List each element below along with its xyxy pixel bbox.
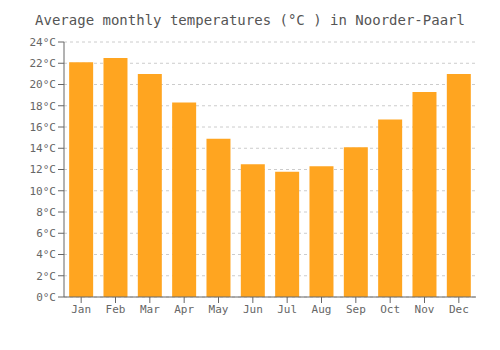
svg-text:0°C: 0°C <box>36 291 56 304</box>
svg-text:18°C: 18°C <box>30 100 57 113</box>
svg-text:20°C: 20°C <box>30 78 57 91</box>
svg-text:8°C: 8°C <box>36 206 56 219</box>
svg-text:Jun: Jun <box>243 303 263 316</box>
svg-text:Aug: Aug <box>312 303 332 316</box>
svg-text:24°C: 24°C <box>30 36 57 49</box>
svg-text:Oct: Oct <box>380 303 400 316</box>
svg-text:Sep: Sep <box>346 303 366 316</box>
svg-text:Apr: Apr <box>174 303 194 316</box>
svg-text:Mar: Mar <box>140 303 160 316</box>
svg-text:Feb: Feb <box>106 303 126 316</box>
svg-text:22°C: 22°C <box>30 57 57 70</box>
svg-text:May: May <box>209 303 229 316</box>
svg-text:14°C: 14°C <box>30 142 57 155</box>
svg-text:Jan: Jan <box>71 303 91 316</box>
svg-text:12°C: 12°C <box>30 163 57 176</box>
svg-text:2°C: 2°C <box>36 270 56 283</box>
svg-text:Dec: Dec <box>449 303 469 316</box>
svg-text:Nov: Nov <box>415 303 435 316</box>
svg-text:10°C: 10°C <box>30 185 57 198</box>
html-text:Average monthly temperatures (: Average monthly temperatures (°C ) in No… <box>35 12 465 28</box>
svg-text:16°C: 16°C <box>30 121 57 134</box>
svg-text:Jul: Jul <box>277 303 297 316</box>
svg-text:6°C: 6°C <box>36 227 56 240</box>
svg-text:4°C: 4°C <box>36 248 56 261</box>
